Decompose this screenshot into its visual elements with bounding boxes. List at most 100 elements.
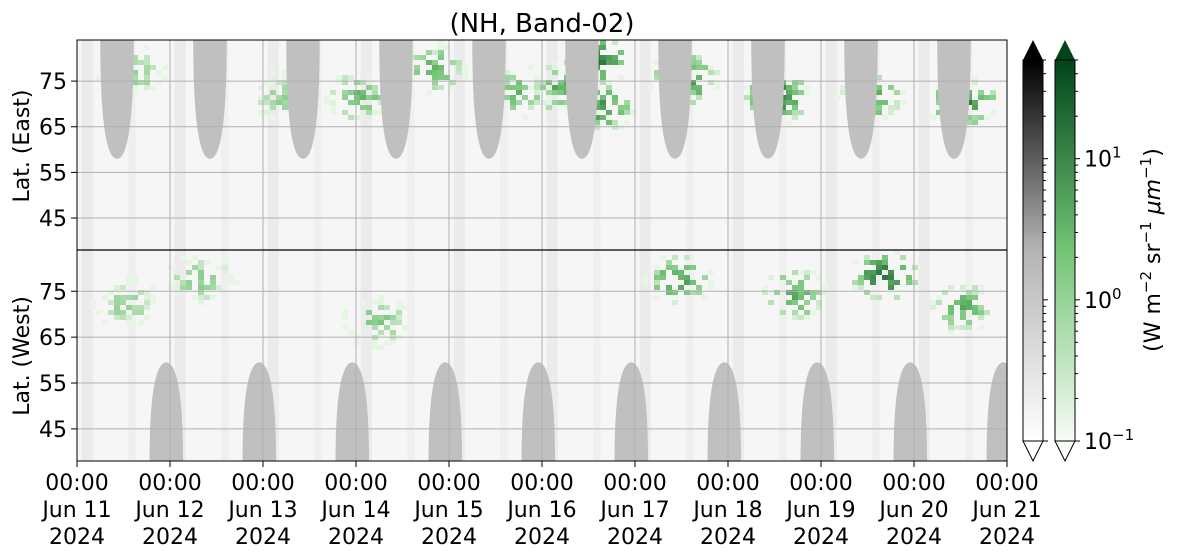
- heat-cell: [204, 260, 210, 265]
- heat-cell: [864, 270, 870, 275]
- heat-cell: [876, 260, 882, 265]
- colorbar-gray-gradient: [1022, 59, 1044, 442]
- night-region-east: [751, 40, 785, 159]
- heat-cell: [336, 80, 342, 85]
- heat-cell: [690, 280, 696, 285]
- heat-cell: [624, 120, 630, 125]
- heat-cell: [876, 100, 882, 105]
- heat-cell: [348, 330, 354, 335]
- heat-cell: [144, 290, 150, 295]
- heat-cell: [522, 95, 528, 100]
- heat-cell: [270, 100, 276, 105]
- heat-cell: [534, 100, 540, 105]
- heat-cell: [594, 115, 600, 120]
- heat-cell: [558, 100, 564, 105]
- heat-cell: [402, 325, 408, 330]
- heat-cell: [966, 300, 972, 305]
- heat-cell: [966, 305, 972, 310]
- heat-cell: [792, 270, 798, 275]
- heat-cell: [600, 70, 606, 75]
- night-region-east: [565, 40, 599, 159]
- heat-cell: [270, 90, 276, 95]
- heat-cell: [606, 60, 612, 65]
- heat-cell: [708, 65, 714, 70]
- heat-cell: [144, 305, 150, 310]
- heat-cell: [654, 295, 660, 300]
- heat-cell: [114, 305, 120, 310]
- heat-cell: [360, 90, 366, 95]
- heat-cell: [114, 295, 120, 300]
- heat-cell: [222, 265, 228, 270]
- heat-cell: [366, 105, 372, 110]
- heat-cell: [186, 280, 192, 285]
- heat-cell: [804, 275, 810, 280]
- heat-cell: [552, 90, 558, 95]
- night-region-west: [614, 362, 649, 461]
- heat-cell: [438, 40, 444, 45]
- heat-cell: [384, 325, 390, 330]
- heat-cell: [708, 285, 714, 290]
- heat-cell: [348, 115, 354, 120]
- heat-cell: [792, 290, 798, 295]
- heat-cell: [546, 65, 552, 70]
- heat-cell: [804, 270, 810, 275]
- heat-cell: [192, 255, 198, 260]
- heat-cell: [372, 90, 378, 95]
- heat-cell: [432, 75, 438, 80]
- heat-cell: [150, 65, 156, 70]
- heat-cell: [516, 100, 522, 105]
- heat-cell: [126, 320, 132, 325]
- colorbar-ticks: 101 100 10−1: [1043, 59, 1134, 455]
- heat-cell: [900, 90, 906, 95]
- heat-cell: [690, 55, 696, 60]
- heat-cell: [888, 110, 894, 115]
- heat-cell: [186, 285, 192, 290]
- heat-cell: [804, 85, 810, 90]
- x-tick-label: 00:00: [696, 471, 759, 496]
- heat-cell: [132, 60, 138, 65]
- heat-cell: [816, 275, 822, 280]
- heat-cell: [132, 310, 138, 315]
- heat-cell: [378, 305, 384, 310]
- heat-cell: [228, 280, 234, 285]
- heat-cell: [744, 85, 750, 90]
- heat-cell: [858, 285, 864, 290]
- heat-cell: [210, 295, 216, 300]
- heat-cell: [150, 300, 156, 305]
- heat-cell: [552, 70, 558, 75]
- heat-cell: [198, 265, 204, 270]
- heat-cell: [978, 95, 984, 100]
- y-tick-label: 55: [39, 372, 67, 397]
- heat-cell: [702, 65, 708, 70]
- heat-cell: [354, 90, 360, 95]
- heat-cell: [450, 85, 456, 90]
- heat-cell: [180, 255, 186, 260]
- heat-cell: [516, 85, 522, 90]
- night-region-east: [937, 40, 971, 159]
- heat-cell: [774, 290, 780, 295]
- heat-cell: [600, 40, 606, 45]
- heat-cell: [102, 320, 108, 325]
- heat-cell: [342, 95, 348, 100]
- heat-cell: [882, 255, 888, 260]
- heat-cell: [960, 315, 966, 320]
- heat-cell: [534, 90, 540, 95]
- heat-cell: [696, 55, 702, 60]
- night-region-west: [149, 362, 184, 461]
- heat-cell: [120, 310, 126, 315]
- heat-cell: [378, 295, 384, 300]
- heat-cell: [690, 290, 696, 295]
- heat-cell: [210, 285, 216, 290]
- heat-cell: [762, 285, 768, 290]
- heat-cell: [864, 290, 870, 295]
- heat-cell: [228, 275, 234, 280]
- heat-cell: [96, 75, 102, 80]
- heat-cell: [696, 75, 702, 80]
- heat-cell: [708, 270, 714, 275]
- heat-cell: [960, 305, 966, 310]
- heat-cell: [192, 295, 198, 300]
- heat-cell: [378, 330, 384, 335]
- heat-cell: [948, 325, 954, 330]
- x-tick-label: Jun 13: [226, 498, 297, 523]
- y-axis-east: 45 55 65 75: [39, 70, 77, 232]
